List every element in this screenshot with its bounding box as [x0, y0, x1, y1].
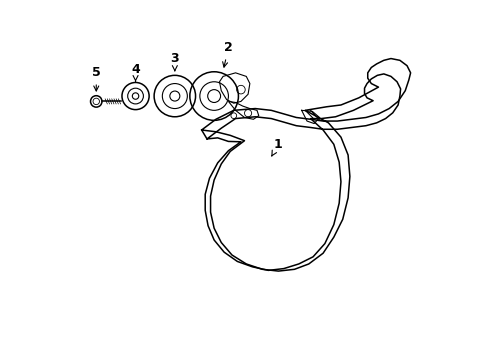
Text: 5: 5: [92, 66, 101, 91]
Text: 3: 3: [170, 52, 179, 71]
Text: 1: 1: [271, 138, 282, 156]
Text: 2: 2: [222, 41, 232, 67]
Text: 4: 4: [131, 63, 140, 81]
